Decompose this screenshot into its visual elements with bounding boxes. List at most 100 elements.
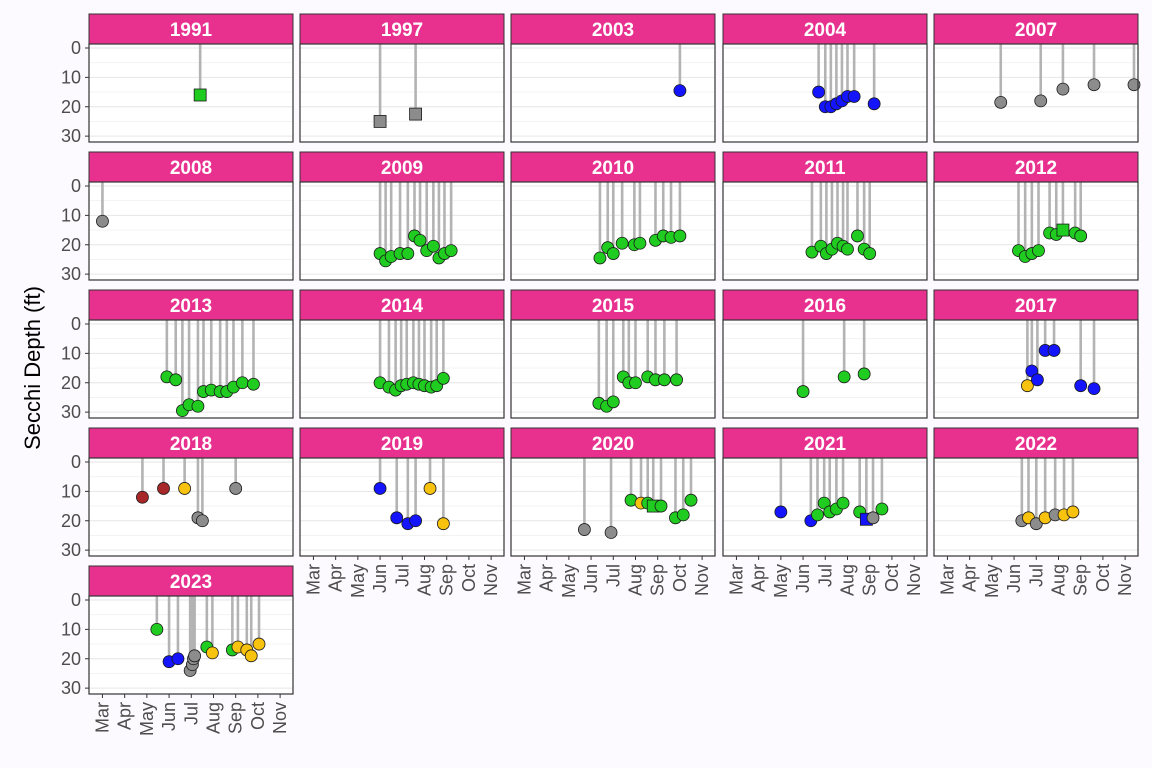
- x-tick-label: May: [137, 702, 157, 736]
- panel-border: [299, 181, 505, 281]
- plot-area: [723, 320, 927, 418]
- panel-border: [510, 181, 716, 281]
- data-point: [409, 514, 423, 528]
- facet-title: 2019: [381, 434, 423, 455]
- facet-2018: 2018 0 10 20 30: [61, 427, 294, 560]
- x-tick-label: Sep: [226, 702, 246, 734]
- data-point: [805, 245, 819, 259]
- data-point: [1056, 82, 1070, 96]
- data-point: [1066, 505, 1080, 519]
- data-point: [436, 517, 450, 531]
- panel-border: [722, 319, 928, 419]
- x-tick-label: Apr: [749, 564, 769, 592]
- data-point: [171, 652, 185, 666]
- facet-strip: [722, 289, 928, 321]
- plot-area: [300, 458, 504, 556]
- data-point: [252, 637, 266, 651]
- data-point: [169, 373, 183, 387]
- facet-title: 2022: [1015, 434, 1057, 455]
- x-tick-label: Aug: [1048, 564, 1068, 596]
- y-axis-label: Secchi Depth (ft): [20, 286, 45, 450]
- facet-strip: [299, 151, 505, 183]
- data-point: [150, 622, 164, 636]
- y-tick-label: 20: [61, 649, 81, 669]
- data-point: [1032, 244, 1045, 258]
- y-tick-label: 10: [61, 205, 81, 225]
- plot-area: [934, 182, 1138, 280]
- data-point-square: [373, 115, 387, 128]
- x-tick-label: Nov: [904, 564, 924, 596]
- data-point: [875, 502, 889, 516]
- x-tick-label: Mar: [937, 564, 957, 595]
- data-point-square: [193, 88, 207, 102]
- x-tick-label: Oct: [882, 564, 902, 592]
- facet-title: 1991: [170, 20, 213, 41]
- x-tick-label: Mar: [92, 702, 112, 733]
- facet-2017: 2017: [933, 289, 1139, 419]
- x-tick-label: May: [559, 564, 579, 598]
- x-tick-label: Apr: [115, 702, 135, 730]
- data-point: [1029, 517, 1043, 531]
- y-tick-label: 20: [61, 235, 81, 255]
- facet-2004: 2004: [722, 13, 928, 143]
- y-tick-label: 30: [61, 126, 81, 146]
- facet-title: 2016: [804, 296, 846, 317]
- panel-border: [88, 181, 294, 281]
- data-point: [615, 236, 629, 250]
- x-tick-label: Oct: [1093, 564, 1113, 592]
- facet-strip: [510, 151, 716, 183]
- x-tick-label: Jun: [1004, 564, 1024, 593]
- data-point: [247, 377, 260, 391]
- panel-border: [510, 43, 716, 143]
- facet-strip: [88, 13, 294, 45]
- data-point: [836, 496, 850, 510]
- data-point: [606, 395, 620, 409]
- data-point: [657, 373, 671, 387]
- panel-border: [510, 319, 716, 419]
- facet-2021: 2021 Mar Apr May Jun Jul Aug Sep Oct Nov: [722, 427, 928, 598]
- facet-title: 2018: [170, 434, 212, 455]
- x-tick-label: Jul: [603, 564, 623, 587]
- data-point: [851, 229, 864, 243]
- facet-title: 2015: [592, 296, 635, 317]
- data-point: [633, 236, 647, 250]
- panel-border: [722, 43, 928, 143]
- y-tick-label: 10: [61, 67, 81, 87]
- x-tick-label: Apr: [537, 564, 557, 592]
- data-point: [436, 371, 450, 385]
- x-tick-label: Jun: [793, 564, 813, 593]
- data-point-square: [1056, 223, 1070, 237]
- data-point: [604, 526, 618, 539]
- x-tick-label: May: [982, 564, 1002, 598]
- facet-strip: [510, 427, 716, 459]
- data-point: [629, 376, 642, 390]
- data-point: [1030, 373, 1044, 387]
- x-tick-label: May: [348, 564, 368, 598]
- plot-area: [511, 458, 715, 556]
- plot-area: [300, 182, 504, 280]
- y-tick-label: 30: [61, 540, 81, 560]
- data-point: [841, 242, 854, 256]
- data-point: [157, 482, 170, 495]
- data-point: [1127, 78, 1141, 92]
- x-tick-label: Oct: [670, 564, 690, 592]
- data-point: [673, 229, 687, 243]
- x-tick-label: May: [771, 564, 791, 598]
- x-tick-label: Oct: [248, 702, 268, 730]
- facet-2007: 2007: [933, 13, 1141, 143]
- facet-2014: 2014: [299, 289, 505, 419]
- data-point: [191, 399, 205, 413]
- x-tick-label: Aug: [203, 702, 223, 734]
- x-tick-label: Jul: [1026, 564, 1046, 587]
- facet-title: 2008: [170, 158, 212, 179]
- facet-2015: 2015: [510, 289, 716, 419]
- facet-2020: 2020 Mar Apr May Jun Jul Aug Sep Oct Nov: [510, 427, 716, 598]
- y-tick-label: 0: [71, 38, 81, 58]
- data-point: [1020, 379, 1034, 393]
- facet-strip: [933, 289, 1139, 321]
- data-point: [847, 90, 861, 103]
- panel-border: [299, 43, 505, 143]
- data-point: [578, 523, 591, 536]
- facet-2012: 2012: [933, 151, 1139, 281]
